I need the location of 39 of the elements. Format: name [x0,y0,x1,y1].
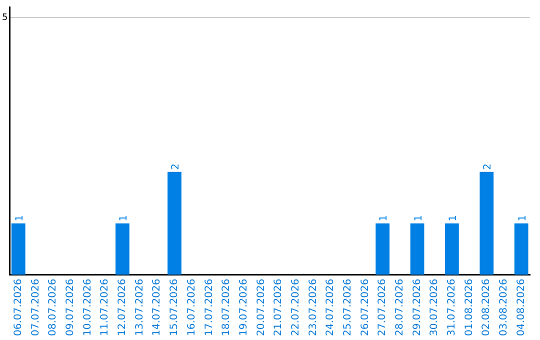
data-label: 1 [517,214,528,222]
x-tick-label: 09.07.2026 [65,278,76,336]
x-tick-label: 13.07.2026 [134,278,146,336]
y-tick-label: 5 [2,13,8,24]
x-tick-label: 03.08.2026 [498,278,510,336]
x-tick-label: 14.07.2026 [152,278,163,336]
x-tick-label: 29.07.2026 [412,278,423,336]
data-label: 1 [118,214,130,222]
data-label: 1 [413,214,424,222]
x-tick-label: 12.07.2026 [117,278,128,336]
x-tick-label: 31.07.2026 [446,278,458,336]
data-label: 2 [482,164,494,170]
data-label: 1 [14,214,26,222]
x-tick-label: 07.07.2026 [30,278,42,336]
x-tick-label: 02.08.2026 [481,278,492,336]
x-tick-label: 01.08.2026 [464,278,475,336]
x-tick-label: 06.07.2026 [12,278,24,336]
x-tick-label: 28.07.2026 [394,278,406,336]
x-tick-label: 18.07.2026 [221,278,232,336]
x-tick-label: 04.08.2026 [516,278,527,336]
x-tick-label: 30.07.2026 [429,278,440,336]
x-tick-label: 08.07.2026 [48,278,59,336]
x-tick-label: 21.07.2026 [273,278,284,336]
data-label: 1 [378,214,390,222]
x-tick-label: 15.07.2026 [169,278,180,336]
x-tick-label: 20.07.2026 [256,278,267,336]
x-tick-label: 26.07.2026 [360,278,371,336]
x-tick-label: 19.07.2026 [238,278,250,336]
x-tick-label: 23.07.2026 [308,278,319,336]
x-tick-label: 27.07.2026 [377,278,388,336]
x-tick-label: 11.07.2026 [100,278,111,336]
x-tick-label: 10.07.2026 [82,278,94,336]
data-label: 1 [448,214,459,222]
x-tick-label: 22.07.2026 [290,278,302,336]
x-tick-label: 17.07.2026 [204,278,215,336]
x-tick-label: 24.07.2026 [325,278,336,336]
x-tick-label: 16.07.2026 [186,278,198,336]
data-label: 2 [170,164,182,170]
x-tick-label: 25.07.2026 [342,278,354,336]
